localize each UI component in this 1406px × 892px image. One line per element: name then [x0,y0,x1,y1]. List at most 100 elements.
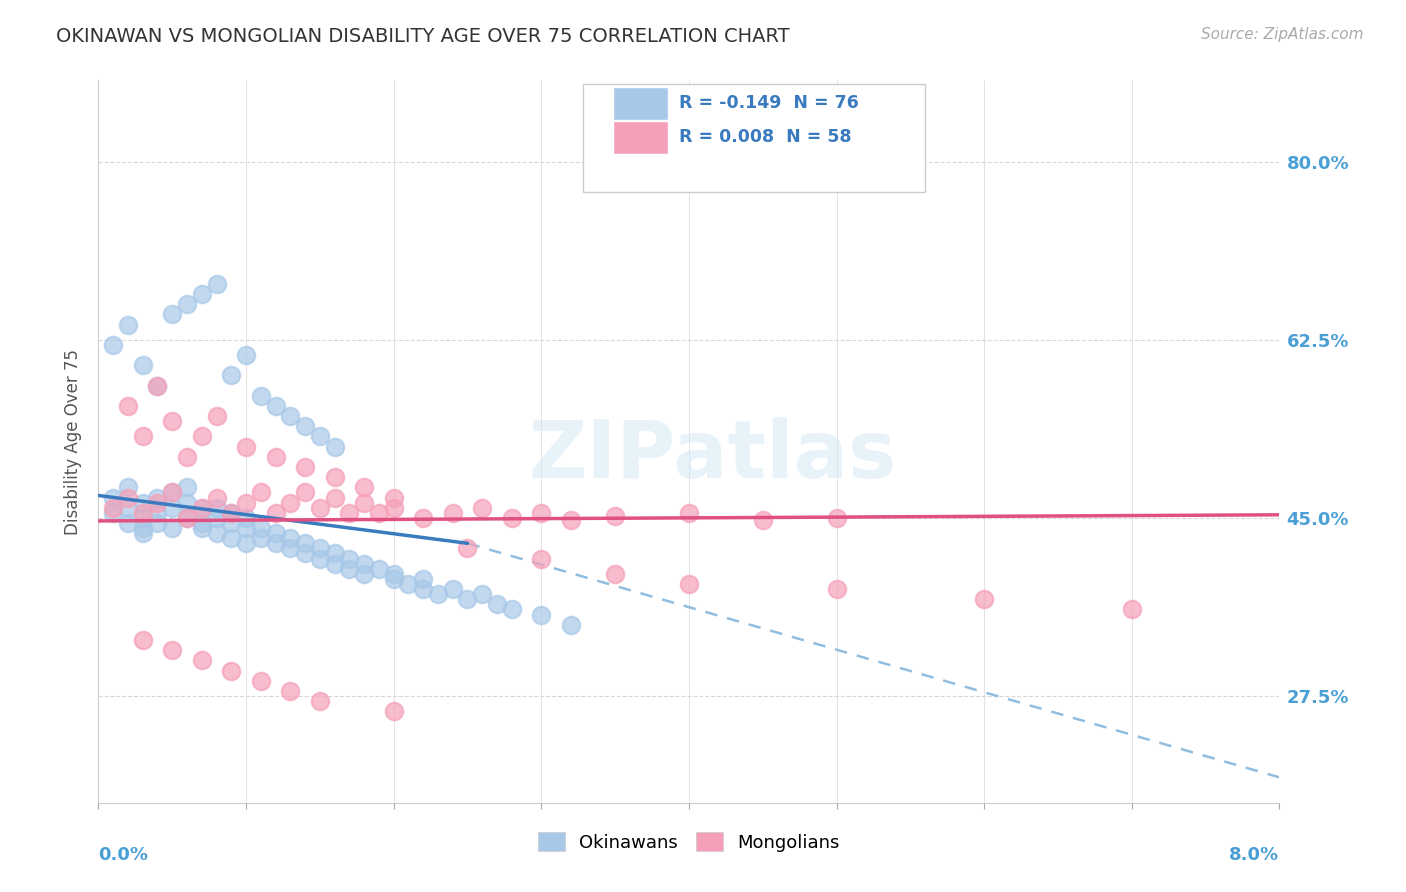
Point [250,389,273,403]
Point [191,516,214,530]
Point [235,440,257,454]
Point [382,704,405,718]
Point [221,368,243,383]
Point [486,598,509,612]
Point [205,511,228,525]
Point [353,557,375,571]
Text: OKINAWAN VS MONGOLIAN DISABILITY AGE OVER 75 CORRELATION CHART: OKINAWAN VS MONGOLIAN DISABILITY AGE OVE… [56,27,790,45]
Point [441,582,464,596]
Point [117,399,139,413]
Point [250,673,273,688]
Point [323,491,346,505]
Point [191,429,214,443]
Point [501,511,523,525]
Point [235,511,257,525]
Point [250,521,273,535]
Point [353,566,375,581]
Point [132,429,155,443]
Point [678,506,700,520]
Point [191,287,214,301]
Point [264,399,287,413]
Point [205,500,228,515]
Point [560,513,582,527]
Text: Source: ZipAtlas.com: Source: ZipAtlas.com [1201,27,1364,42]
Point [176,511,198,525]
Point [368,562,391,576]
Point [221,516,243,530]
Point [530,607,553,622]
Point [117,480,139,494]
Point [412,582,434,596]
Point [382,566,405,581]
Point [191,500,214,515]
Point [825,511,848,525]
Point [280,495,302,509]
Point [280,531,302,545]
Point [560,617,582,632]
Point [353,480,375,494]
Point [264,526,287,541]
Point [117,516,139,530]
Point [530,506,553,520]
Point [191,653,214,667]
Point [117,500,139,515]
Point [294,419,316,434]
Point [280,541,302,556]
Point [280,409,302,423]
Point [235,495,257,509]
Point [146,506,169,520]
Point [162,485,183,500]
Point [176,450,198,464]
Point [103,506,125,520]
Point [117,491,139,505]
Point [323,557,346,571]
Point [146,516,169,530]
Point [264,450,287,464]
Point [221,664,243,678]
Point [162,485,183,500]
Point [176,511,198,525]
Text: R = 0.008  N = 58: R = 0.008 N = 58 [679,128,852,146]
Point [132,526,155,541]
Text: 8.0%: 8.0% [1229,847,1279,864]
Point [1121,602,1143,616]
Point [294,546,316,560]
Point [427,587,450,601]
Point [530,551,553,566]
FancyBboxPatch shape [613,120,668,154]
Point [339,562,361,576]
Point [221,506,243,520]
Point [382,491,405,505]
Point [382,500,405,515]
Point [162,500,183,515]
FancyBboxPatch shape [582,84,925,193]
Point [501,602,523,616]
Point [191,521,214,535]
Point [368,506,391,520]
Point [339,506,361,520]
Point [323,440,346,454]
Point [162,643,183,657]
Point [221,531,243,545]
Point [412,511,434,525]
Point [205,491,228,505]
Point [132,511,155,525]
Point [162,521,183,535]
Point [235,521,257,535]
Point [309,694,332,708]
Point [205,277,228,291]
Point [294,485,316,500]
Text: R = -0.149  N = 76: R = -0.149 N = 76 [679,95,859,112]
Point [323,470,346,484]
Point [132,495,155,509]
Point [235,536,257,550]
Point [309,541,332,556]
Point [309,551,332,566]
Point [162,307,183,321]
Point [132,521,155,535]
Point [205,409,228,423]
Point [605,508,627,523]
Point [973,592,995,607]
Point [457,592,479,607]
Point [339,551,361,566]
